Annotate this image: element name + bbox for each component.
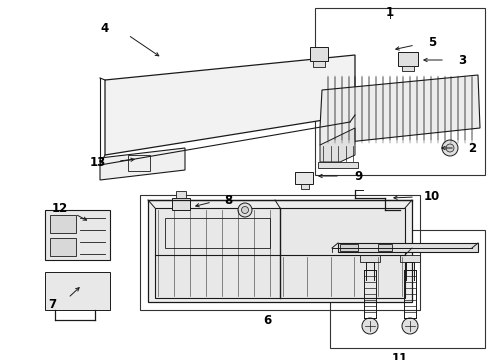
Text: 8: 8 [224, 194, 232, 207]
Text: 9: 9 [354, 170, 362, 183]
Text: 3: 3 [458, 54, 466, 67]
Bar [50, 238, 76, 256]
Bar [318, 162, 358, 168]
Polygon shape [148, 200, 412, 302]
Polygon shape [320, 128, 355, 162]
Bar [172, 198, 190, 210]
Text: 1: 1 [386, 5, 394, 18]
Text: 7: 7 [48, 298, 56, 311]
Bar [128, 155, 150, 171]
Polygon shape [155, 208, 405, 298]
Bar [50, 215, 76, 233]
Polygon shape [320, 75, 480, 145]
Bar [330, 230, 485, 348]
Circle shape [238, 203, 252, 217]
Text: 11: 11 [392, 351, 408, 360]
Polygon shape [338, 243, 478, 252]
Bar [310, 47, 328, 61]
Text: 13: 13 [90, 157, 106, 170]
Text: 2: 2 [468, 141, 476, 154]
Circle shape [442, 140, 458, 156]
Bar [402, 66, 414, 71]
Text: 5: 5 [428, 36, 436, 49]
Bar [398, 52, 418, 66]
Circle shape [242, 207, 248, 213]
Bar [295, 172, 313, 184]
Bar [176, 191, 186, 198]
Bar [313, 61, 325, 67]
Bar [140, 195, 420, 310]
Circle shape [402, 318, 418, 334]
Text: 6: 6 [263, 314, 271, 327]
Polygon shape [105, 55, 355, 155]
Bar [315, 8, 485, 175]
Bar [360, 255, 380, 262]
Bar [301, 184, 309, 189]
Bar [400, 255, 420, 262]
Text: 10: 10 [424, 189, 440, 202]
Text: 4: 4 [101, 22, 109, 35]
Polygon shape [100, 148, 185, 180]
Text: 12: 12 [52, 202, 68, 215]
Circle shape [362, 318, 378, 334]
Bar [340, 244, 358, 251]
Polygon shape [45, 210, 110, 260]
Bar [45, 272, 110, 310]
Bar [378, 244, 392, 251]
Circle shape [446, 144, 454, 152]
